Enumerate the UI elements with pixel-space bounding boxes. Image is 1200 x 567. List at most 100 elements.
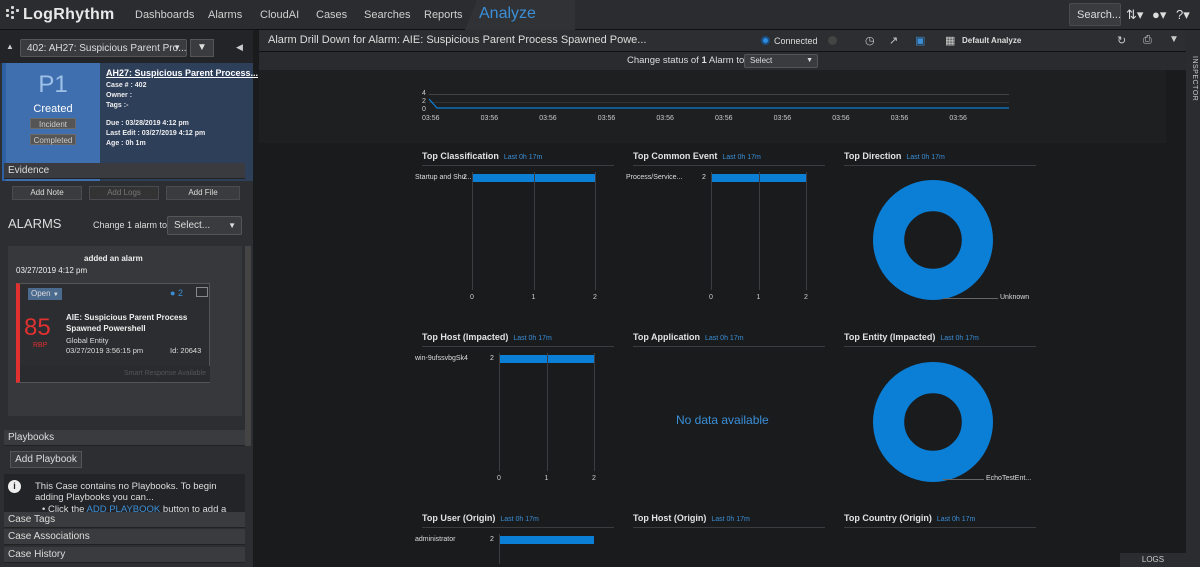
chevron-down-icon: ▼: [173, 43, 181, 52]
case-title[interactable]: AH27: Suspicious Parent Process...: [106, 68, 259, 78]
x-tick-label: 0: [497, 475, 501, 482]
timeline-panel: 4 2 0 03:56 03:56 03:56 03:56 03:56 03:56 03:5…: [259, 70, 1166, 143]
widget-title: Top Host (Origin) Last 0h 17m: [633, 513, 750, 523]
change-alarm-select-value: Select...: [174, 220, 211, 231]
activity-date: 03/27/2019 4:12 pm: [16, 266, 88, 275]
widget-underline: [844, 346, 1036, 347]
nav-searches[interactable]: Searches: [364, 9, 411, 21]
print-icon[interactable]: ⎙: [1143, 34, 1152, 46]
widget-underline: [633, 165, 825, 166]
tab-analyze[interactable]: Analyze: [465, 0, 575, 30]
playbook-bullet-pre: Click the: [47, 504, 87, 512]
timeline-y-tick: 4: [422, 90, 426, 97]
change-status-label: Change status of 1 Alarm to: [627, 55, 744, 66]
case-sidebar: ▲ 402: AH27: Suspicious Parent Pro... ▼ …: [0, 30, 258, 567]
layout-icon[interactable]: ▦: [945, 35, 956, 47]
change-status-post: Alarm to: [706, 55, 745, 66]
case-tag-incident: Incident: [30, 118, 76, 129]
alarm-name[interactable]: AIE: Suspicious Parent Process Spawned P…: [66, 313, 188, 333]
widget-timerange: Last 0h 17m: [906, 154, 945, 161]
main-header: Alarm Drill Down for Alarm: AIE: Suspici…: [259, 30, 1186, 52]
add-playbook-link[interactable]: ADD PLAYBOOK: [86, 504, 161, 512]
widget-title: Top Common Event Last 0h 17m: [633, 151, 761, 161]
grid-line: [472, 172, 473, 290]
bar-category-label: Startup and Shu...: [415, 174, 472, 181]
collapse-left-icon[interactable]: ◀: [236, 42, 243, 52]
timeline-x-tick: 03:56: [422, 115, 440, 122]
widget-timerange: Last 0h 17m: [940, 335, 979, 342]
widget-timerange: Last 0h 17m: [711, 516, 750, 523]
evidence-header[interactable]: Evidence: [4, 163, 245, 179]
timeline-x-tick: 03:56: [832, 115, 850, 122]
widget-underline: [422, 346, 614, 347]
alarm-score: 85: [24, 314, 51, 341]
export-icon[interactable]: ↗: [889, 35, 899, 47]
timeline-y-tick: 2: [422, 98, 426, 105]
alarm-score-label: RBP: [33, 342, 48, 349]
logo[interactable]: LogRhythm: [6, 5, 115, 24]
comments-value: 2: [177, 288, 183, 298]
default-analyze-label[interactable]: Default Analyze: [962, 36, 1022, 45]
tab-analyze-label: Analyze: [479, 5, 536, 22]
widget-title-text: Top Host (Origin): [633, 513, 707, 523]
case-associations-header[interactable]: Case Associations: [4, 529, 245, 545]
search-button[interactable]: Search...: [1069, 3, 1121, 26]
pause-icon[interactable]: [828, 36, 837, 45]
widget-timerange: Last 0h 17m: [500, 516, 539, 523]
playbooks-header[interactable]: Playbooks: [4, 430, 245, 446]
case-select[interactable]: 402: AH27: Suspicious Parent Pro... ▼: [20, 39, 187, 57]
widget-title: Top Classification Last 0h 17m: [422, 151, 542, 161]
bar-value-label: 2: [463, 174, 467, 181]
user-icon[interactable]: ●▾: [1152, 7, 1167, 22]
donut-slice[interactable]: [872, 361, 994, 483]
alarm-card[interactable]: Open ▼ ● 2 85 RBP AIE: Suspicious Parent…: [16, 283, 210, 383]
grid-line: [546, 353, 548, 471]
donut-slice[interactable]: [872, 179, 994, 301]
save-icon[interactable]: ▣: [915, 35, 926, 47]
nav-alarms[interactable]: Alarms: [208, 9, 243, 21]
timeline-series: [429, 98, 1009, 109]
widget-timerange: Last 0h 17m: [503, 154, 543, 161]
bar[interactable]: [499, 536, 594, 544]
timeline-x-tick: 03:56: [773, 115, 792, 122]
inspector-panel[interactable]: INSPECTOR: [1186, 30, 1200, 567]
playbook-info: i This Case contains no Playbooks. To be…: [4, 474, 245, 512]
collapse-up-icon[interactable]: ▲: [6, 42, 14, 51]
comments-count[interactable]: ● 2: [170, 288, 183, 298]
x-tick-label: 2: [592, 475, 596, 482]
filter-icon[interactable]: ▼: [1169, 34, 1179, 45]
grid-line: [594, 353, 595, 471]
logo-dots-icon: [6, 6, 20, 20]
status-select[interactable]: Select ▼: [744, 54, 818, 68]
top-navigation: LogRhythm Dashboards Alarms CloudAI Case…: [0, 0, 1200, 30]
case-card[interactable]: P1 Created Incident Completed AH27: Susp…: [2, 63, 258, 181]
widget-title: Top Host (Impacted) Last 0h 17m: [422, 332, 552, 342]
case-history-header[interactable]: Case History: [4, 547, 245, 563]
clock-icon[interactable]: ◷: [865, 35, 875, 47]
logs-tab[interactable]: LOGS: [1120, 553, 1186, 567]
filter-settings-icon[interactable]: ⇅▾: [1126, 7, 1144, 22]
change-alarm-select[interactable]: Select... ▼: [167, 216, 242, 235]
nav-cloudai[interactable]: CloudAI: [260, 9, 300, 21]
x-tick-label: 2: [593, 294, 597, 301]
nav-dashboards[interactable]: Dashboards: [135, 9, 195, 21]
widget-timerange: Last 0h 17m: [513, 335, 552, 342]
sidebar-scrollbar[interactable]: [245, 246, 251, 446]
help-icon[interactable]: ?▾: [1176, 7, 1190, 22]
status-select-value: Select: [750, 56, 773, 65]
widget-underline: [422, 165, 614, 166]
nav-cases[interactable]: Cases: [316, 9, 348, 21]
add-playbook-button[interactable]: Add Playbook: [10, 451, 82, 468]
widget-title: Top Application Last 0h 17m: [633, 332, 744, 342]
alarm-status-select[interactable]: Open ▼: [28, 288, 62, 300]
filter-icon[interactable]: ▼: [190, 39, 214, 57]
add-note-button[interactable]: Add Note: [12, 186, 82, 200]
refresh-icon[interactable]: ↻: [1117, 35, 1127, 47]
widget-timerange: Last 0h 17m: [705, 335, 744, 342]
nav-reports[interactable]: Reports: [424, 9, 463, 21]
image-icon[interactable]: [196, 287, 208, 297]
case-tags-header[interactable]: Case Tags: [4, 512, 245, 528]
add-file-button[interactable]: Add File: [166, 186, 240, 200]
add-logs-button[interactable]: Add Logs: [89, 186, 159, 200]
case-status: Created: [33, 103, 73, 115]
